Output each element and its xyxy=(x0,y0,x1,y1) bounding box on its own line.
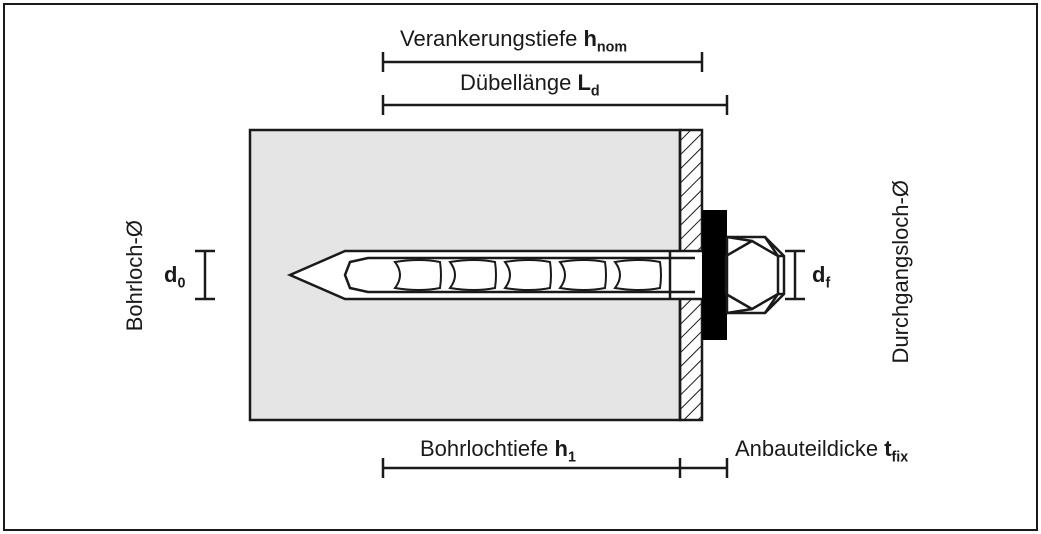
label-tfix: Anbauteildicke tfix xyxy=(735,436,908,465)
label-d0: d0 xyxy=(164,262,185,291)
label-tfix-text: Anbauteildicke xyxy=(735,436,884,461)
bolt-head xyxy=(726,237,784,313)
label-df-vertical: Durchgangsloch-Ø xyxy=(888,180,914,363)
label-Ld-text: Dübellänge xyxy=(460,70,577,95)
label-h1: Bohrlochtiefe h1 xyxy=(420,436,576,465)
label-Ld: Dübellänge Ld xyxy=(460,70,600,99)
label-hnom-text: Verankerungstiefe xyxy=(400,26,583,51)
label-d0-vertical: Bohrloch-Ø xyxy=(122,220,148,331)
label-df: df xyxy=(812,262,830,291)
label-hnom: Verankerungstiefe hnom xyxy=(400,26,627,55)
label-h1-text: Bohrlochtiefe xyxy=(420,436,555,461)
washer-plate xyxy=(702,210,727,340)
anchor-body xyxy=(290,251,702,299)
